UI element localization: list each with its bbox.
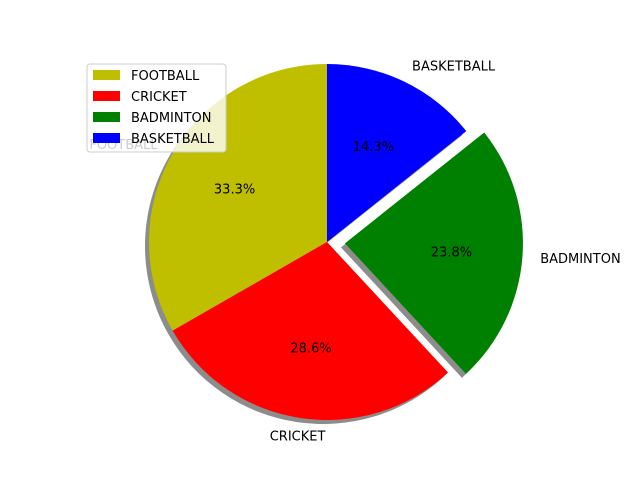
legend-label-football: FOOTBALL bbox=[131, 69, 200, 84]
pie-slice-cricket bbox=[172, 242, 449, 420]
category-label-cricket: CRICKET bbox=[270, 430, 326, 445]
legend-label-cricket: CRICKET bbox=[131, 90, 187, 105]
legend-frame bbox=[86, 63, 227, 153]
percent-label-football: 33.3% bbox=[214, 183, 255, 198]
percent-label-cricket: 28.6% bbox=[290, 342, 331, 357]
legend: FOOTBALL CRICKET BADMINTON BASKETBALL bbox=[86, 63, 227, 153]
legend-swatch-badminton bbox=[93, 112, 120, 122]
percent-label-badminton: 23.8% bbox=[431, 245, 472, 260]
legend-label-basketball: BASKETBALL bbox=[131, 132, 215, 147]
pie-slice-badminton bbox=[344, 132, 523, 374]
pie-slice-basketball bbox=[327, 63, 467, 242]
legend-swatch-basketball bbox=[93, 133, 120, 143]
category-label-basketball: BASKETBALL bbox=[412, 60, 496, 75]
legend-label-badminton: BADMINTON bbox=[131, 111, 212, 126]
percent-label-basketball: 14.3% bbox=[353, 140, 394, 155]
legend-swatch-cricket bbox=[93, 91, 120, 101]
legend-swatch-football bbox=[93, 70, 120, 80]
category-label-badminton: BADMINTON bbox=[540, 252, 621, 267]
